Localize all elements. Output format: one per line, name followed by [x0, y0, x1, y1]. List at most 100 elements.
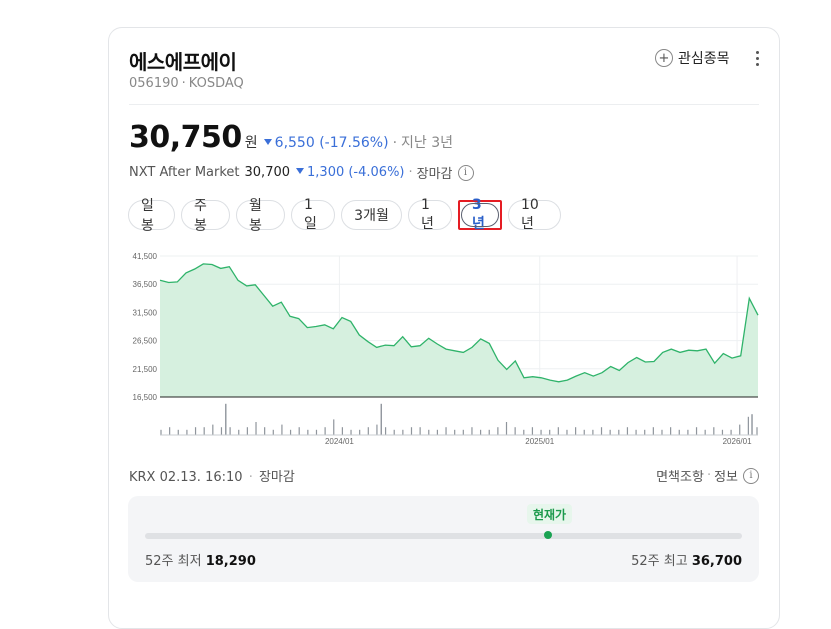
volume-bar: [384, 427, 387, 435]
volume-bar: [376, 424, 378, 435]
volume-bar: [704, 429, 706, 435]
volume-bar: [739, 424, 741, 435]
volume-bar: [333, 419, 335, 435]
volume-bar: [246, 427, 248, 435]
week52-low: 52주 최저 18,290: [145, 550, 256, 569]
volume-bar: [212, 424, 214, 435]
volume-bar: [169, 427, 171, 435]
volume-bar: [186, 429, 188, 435]
price-line: [159, 263, 759, 383]
volume-bar: [264, 427, 266, 435]
exchange-info: KRX 02.13. 16:10: [129, 470, 243, 485]
volume-bar: [419, 427, 421, 435]
volume-bar: [281, 424, 283, 435]
volume-bar: [531, 427, 534, 435]
range-track: [145, 533, 742, 539]
volume-bar: [238, 429, 240, 435]
volume-bar: [600, 427, 603, 435]
volume-bar: [695, 427, 698, 435]
volume-bar: [575, 427, 577, 435]
watchlist-label: 관심종목: [678, 51, 730, 67]
volume-bar: [315, 429, 318, 435]
volume-bar: [380, 403, 382, 435]
volume-bar: [661, 429, 663, 435]
week52-low-label: 52주 최저: [145, 554, 202, 569]
volume-bar: [751, 414, 753, 435]
volume-bar: [220, 427, 223, 435]
volume-bar: [747, 416, 749, 435]
info-icon[interactable]: i: [457, 164, 474, 181]
week52-high: 52주 최고 36,700: [631, 550, 742, 569]
tab-3months[interactable]: 3개월: [341, 200, 402, 230]
week52-high-value: 36,700: [691, 554, 742, 569]
week52-low-value: 18,290: [205, 554, 256, 569]
y-tick-label: 31,500: [133, 308, 158, 317]
y-tick-label: 21,500: [133, 365, 158, 374]
nxt-change: 1,300 (-4.06%): [307, 165, 405, 180]
price-change: 6,550 (-17.56%): [274, 135, 389, 151]
more-options-icon[interactable]: [749, 48, 765, 68]
volume-bar: [324, 427, 326, 435]
volume-bar: [557, 427, 559, 435]
separator-dot: ·: [248, 470, 253, 485]
tab-3years[interactable]: 3년: [458, 197, 502, 232]
volume-bar: [566, 429, 568, 435]
volume-bar: [225, 403, 227, 435]
tab-weekly[interactable]: 주봉: [181, 198, 230, 234]
separator-dot: ·: [706, 468, 712, 483]
volume-bar: [428, 429, 430, 435]
down-triangle-icon: [263, 139, 272, 145]
info-icon[interactable]: i: [743, 467, 759, 484]
volume-bar: [549, 429, 551, 435]
volume-bar: [730, 429, 732, 435]
tab-1year[interactable]: 1년: [408, 197, 452, 232]
volume-bar: [609, 429, 611, 435]
volume-bar: [462, 429, 464, 435]
stock-card: 에스에프에이 056190 · KOSDAQ + 관심종목 30,750 원 6,5…: [108, 27, 780, 629]
volume-bar: [160, 429, 162, 435]
volume-bar: [359, 429, 361, 435]
tab-monthly[interactable]: 월봉: [236, 198, 285, 234]
volume-bar: [497, 427, 499, 435]
volume-bar: [678, 429, 680, 435]
separator-dot: ·: [408, 165, 413, 180]
volume-bar: [229, 427, 231, 435]
price-period: 지난 3년: [401, 135, 454, 151]
volume-bar: [721, 429, 724, 435]
x-tick-label: 2025/01: [525, 437, 554, 446]
volume-bar: [523, 429, 525, 435]
nxt-row: NXT After Market 30,700 1,300 (-4.06%) ·…: [129, 163, 474, 182]
volume-bar: [540, 429, 542, 435]
volume-bar: [341, 427, 343, 435]
stock-code: 056190: [129, 76, 179, 91]
volume-bar: [644, 429, 646, 435]
price-chart[interactable]: 41,500 36,500 31,500 26,500 21,500 16,500 2024…: [109, 246, 779, 461]
volume-bar: [402, 429, 404, 435]
tab-1day[interactable]: 1일: [291, 197, 335, 232]
volume-bar: [626, 427, 629, 435]
disclaimer-link[interactable]: 면책조항: [656, 470, 704, 485]
stock-market: KOSDAQ: [188, 76, 244, 91]
tab-daily[interactable]: 일봉: [128, 198, 175, 234]
volume-bar: [514, 427, 516, 435]
y-tick-label: 36,500: [133, 280, 158, 289]
current-price-badge: 현재가: [526, 504, 573, 524]
info-link[interactable]: 정보: [714, 470, 738, 485]
volume-bar: [488, 429, 490, 435]
volume-bar: [592, 429, 594, 435]
week52-high-label: 52주 최고: [631, 554, 688, 569]
plus-icon: +: [655, 49, 673, 67]
volume-bar: [471, 427, 473, 435]
tab-10years[interactable]: 10년: [508, 197, 561, 232]
volume-bar: [436, 429, 439, 435]
volume-bar: [635, 429, 637, 435]
nxt-value: 30,700: [244, 165, 291, 180]
volume-bar: [307, 429, 309, 435]
volume-bar: [479, 429, 482, 435]
current-price-marker: [543, 531, 552, 539]
nxt-label: NXT After Market: [129, 165, 240, 180]
volume-bar: [177, 429, 179, 435]
volume-bar: [272, 429, 274, 435]
watchlist-button[interactable]: + 관심종목: [655, 47, 730, 69]
week52-range: 현재가 52주 최저 18,290 52주 최고 36,700: [128, 496, 759, 582]
